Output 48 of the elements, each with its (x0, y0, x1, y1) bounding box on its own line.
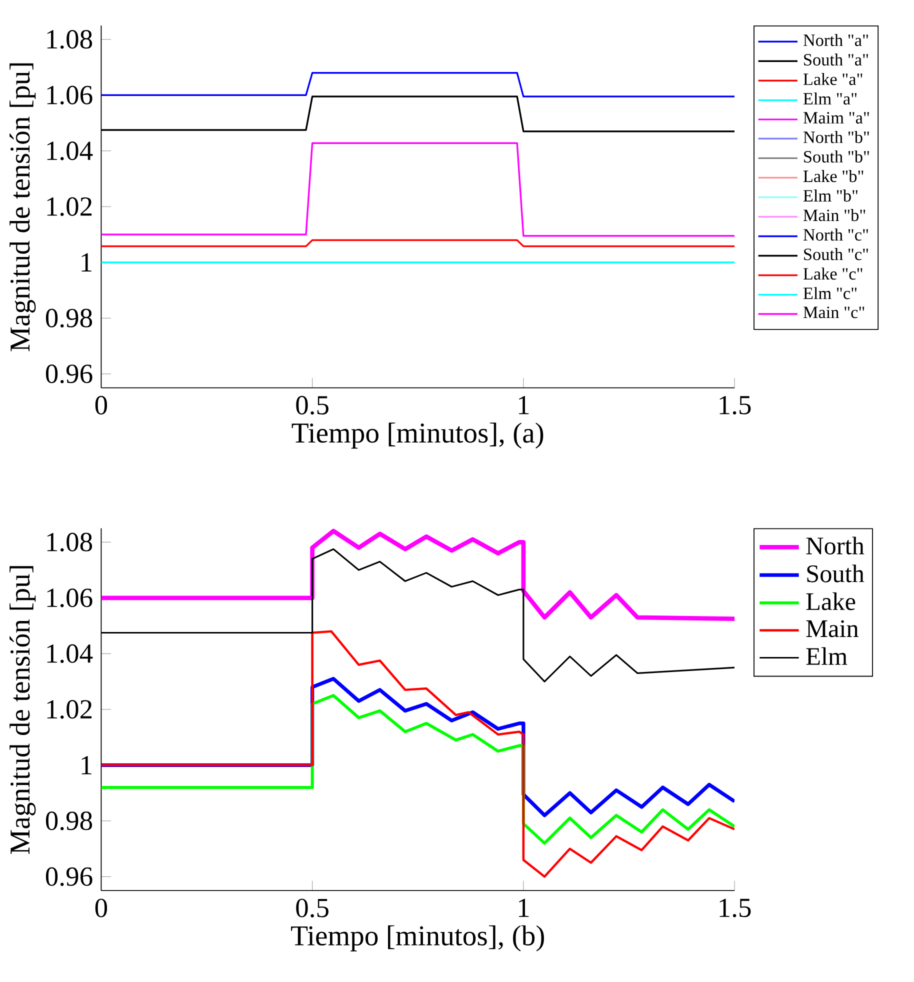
y-tick-label: 1.08 (47, 532, 92, 552)
legend-label: Main "c" (803, 306, 864, 318)
x-tick-label: 1 (518, 898, 529, 917)
legend-label: Main "b" (803, 209, 866, 222)
line-series (101, 630, 734, 878)
y-tick-label: 1.02 (47, 700, 92, 719)
y-tick-label: 1.04 (47, 142, 93, 160)
legend-label: Lake "c" (803, 268, 862, 280)
legend-label: Lake (806, 592, 856, 610)
legend-label: Elm (806, 647, 848, 665)
x-tick-label: 1 (518, 396, 529, 414)
y-tick-label: 1 (82, 756, 92, 774)
legend-label: Elm "c" (803, 287, 856, 300)
y-tick-label: 1 (82, 253, 92, 272)
y-tick-label: 1.06 (47, 588, 92, 608)
legend-label: North (806, 536, 864, 554)
y-axis-title: Magnitud de tensión [pu] (10, 63, 36, 352)
legend-label: North "a" (803, 34, 868, 46)
y-tick-label: 0.96 (46, 867, 92, 886)
legend-label: South "a" (804, 53, 868, 66)
legend-label: Maim "a" (803, 112, 869, 124)
legend-label: South "c" (804, 248, 868, 260)
legend-label: North "b" (803, 130, 869, 144)
legend-label: Elm "b" (803, 190, 858, 202)
y-axis-title: Magnitud de tensión [pu] (10, 566, 36, 854)
x-tick-label: 1.5 (720, 898, 751, 918)
y-tick-label: 0.98 (46, 308, 92, 328)
x-axis-title: Tiempo [minutos], (b) (290, 925, 544, 952)
x-tick-label: 1.5 (720, 396, 751, 415)
y-tick-label: 0.98 (46, 812, 92, 830)
x-tick-label: 0.5 (296, 396, 328, 415)
y-tick-label: 0.96 (46, 364, 92, 384)
x-tick-label: 0.5 (296, 898, 328, 918)
x-tick-label: 0 (95, 396, 107, 415)
y-tick-label: 1.08 (47, 30, 92, 49)
legend-label: South (807, 564, 864, 582)
legend-label: South "b" (804, 150, 869, 163)
y-tick-label: 1.02 (47, 197, 92, 216)
legend-label: Main (806, 620, 858, 638)
x-tick-label: 0 (95, 898, 107, 918)
legend-label: Lake "a" (803, 72, 862, 86)
legend-label: Elm "a" (803, 92, 856, 105)
legend-label: North "c" (803, 228, 868, 241)
legend-label: Lake "b" (803, 170, 864, 182)
y-tick-label: 1.04 (47, 644, 93, 664)
x-axis-title: Tiempo [minutos], (a) (292, 422, 544, 449)
line-series (101, 528, 734, 621)
y-tick-label: 1.06 (47, 86, 92, 104)
